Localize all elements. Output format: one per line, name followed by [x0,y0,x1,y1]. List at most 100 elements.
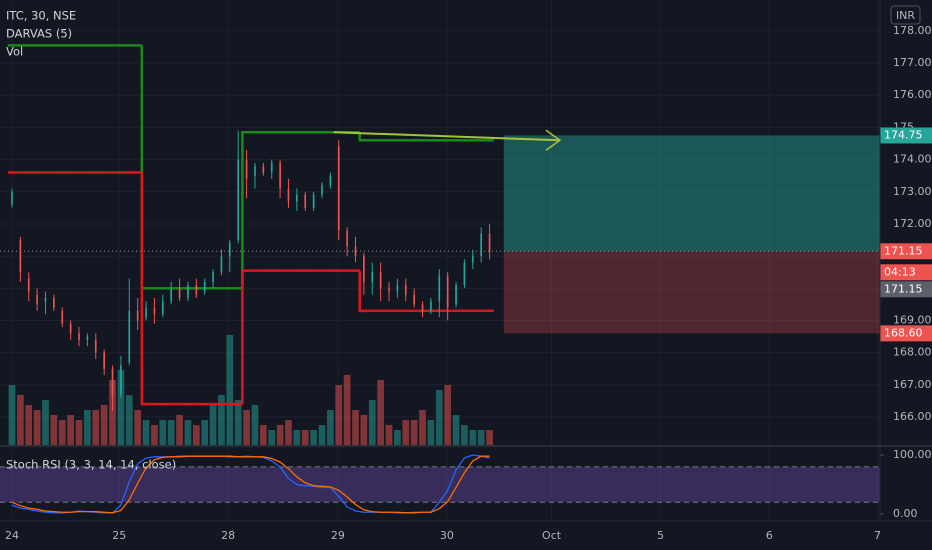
x-tick-label: 28 [221,529,235,542]
candle-body [413,294,415,305]
stoch-band [0,466,880,503]
candle-body [11,191,13,205]
x-tick-label: 24 [5,529,19,542]
volume-bar [310,430,317,445]
volume-bar [368,400,376,445]
volume-bar [184,420,192,445]
volume-bar [192,425,200,445]
volume-bar [218,395,225,445]
volume-bar [8,385,16,445]
x-tick-label: Oct [542,529,562,542]
x-tick-label: 5 [657,529,664,542]
candle-body [363,256,365,282]
volume-bar [402,420,410,445]
volume-bar [385,425,393,445]
candle-body [120,365,122,395]
candle-body [78,333,80,340]
candle-body [480,233,483,257]
candle-body [128,310,131,363]
y-tick-label: 172.00 [893,217,932,230]
volume-bar [452,415,460,445]
volume-bar [42,400,49,445]
candle-body [455,285,457,305]
candle-body [212,272,214,282]
y-tick-label: 173.00 [893,185,932,198]
volume-bar [117,370,125,445]
entry-price-tag-bg [880,281,932,298]
volume-bar [343,375,351,445]
candle-body [228,243,231,257]
volume-bar [100,405,108,445]
y-tick-label: 0.00 [893,507,918,520]
darvas-line [358,132,369,142]
last-price-tag-bg [880,243,932,260]
candle-body [145,307,147,318]
symbol-title: ITC, 30, NSE [6,9,76,23]
darvas-line [358,270,369,313]
target-price-tag-bg [880,127,932,144]
target-price-tag: 174.75 [884,128,923,141]
volume-bar [142,420,150,445]
candle-body [103,352,105,369]
candle-body [296,194,298,202]
volume-bar [159,420,167,445]
candle-body [388,288,390,292]
candle-body [270,162,273,173]
position-stop-zone [503,251,880,334]
candle-body [153,307,156,315]
countdown-tag-bg [880,264,932,281]
volume-bar [427,420,435,445]
currency-label[interactable]: INR [896,9,915,22]
volume-bar [486,430,493,445]
volume-bar [50,415,58,445]
candle-body [254,166,256,176]
volume-bar [226,335,234,445]
candle-body [27,278,30,292]
entry-price-tag: 171.15 [884,282,923,295]
volume-bar [444,385,452,445]
candle-body [396,285,399,292]
candle-body [86,336,89,340]
candle-body [430,301,432,311]
candle-body [187,285,189,298]
arrow-head [545,129,562,151]
candle-body [488,233,491,252]
volume-bar [352,410,359,445]
candle-body [329,175,332,186]
candle-body [337,146,340,231]
candle-body [245,159,248,179]
volume-bar [243,410,250,445]
indicator-label: Stoch RSI (3, 3, 14, 14, close) [6,458,176,472]
currency-box[interactable] [890,5,921,25]
volume-bar [461,425,468,445]
volume-bar [335,385,343,445]
x-tick-label: 6 [766,529,773,542]
x-tick-label: 30 [440,529,454,542]
countdown-tag: 04:13 [884,265,916,278]
y-tick-label: 177.00 [893,56,932,69]
candle-body [44,297,47,302]
stoch-line [11,455,490,514]
volume-bar [251,405,259,445]
volume-bar [327,410,334,445]
candle-body [371,272,374,282]
volume-bar [125,395,133,445]
volume-bar [25,405,33,445]
candle-body [19,240,22,273]
darvas-line [140,172,151,406]
candle-body [220,256,223,273]
volume-bar [394,430,401,445]
candle-body [346,230,348,247]
volume-bar [75,420,83,445]
volume-bar [209,405,217,445]
volume-bar [285,420,292,445]
candle-body [404,285,407,295]
candle-body [53,297,55,308]
candle-body [203,281,206,292]
candle-body [61,310,64,324]
volume-bar [33,410,41,445]
stop-price-tag-bg [880,325,932,342]
candle-body [262,166,265,173]
indicator-label: Vol [6,45,23,59]
